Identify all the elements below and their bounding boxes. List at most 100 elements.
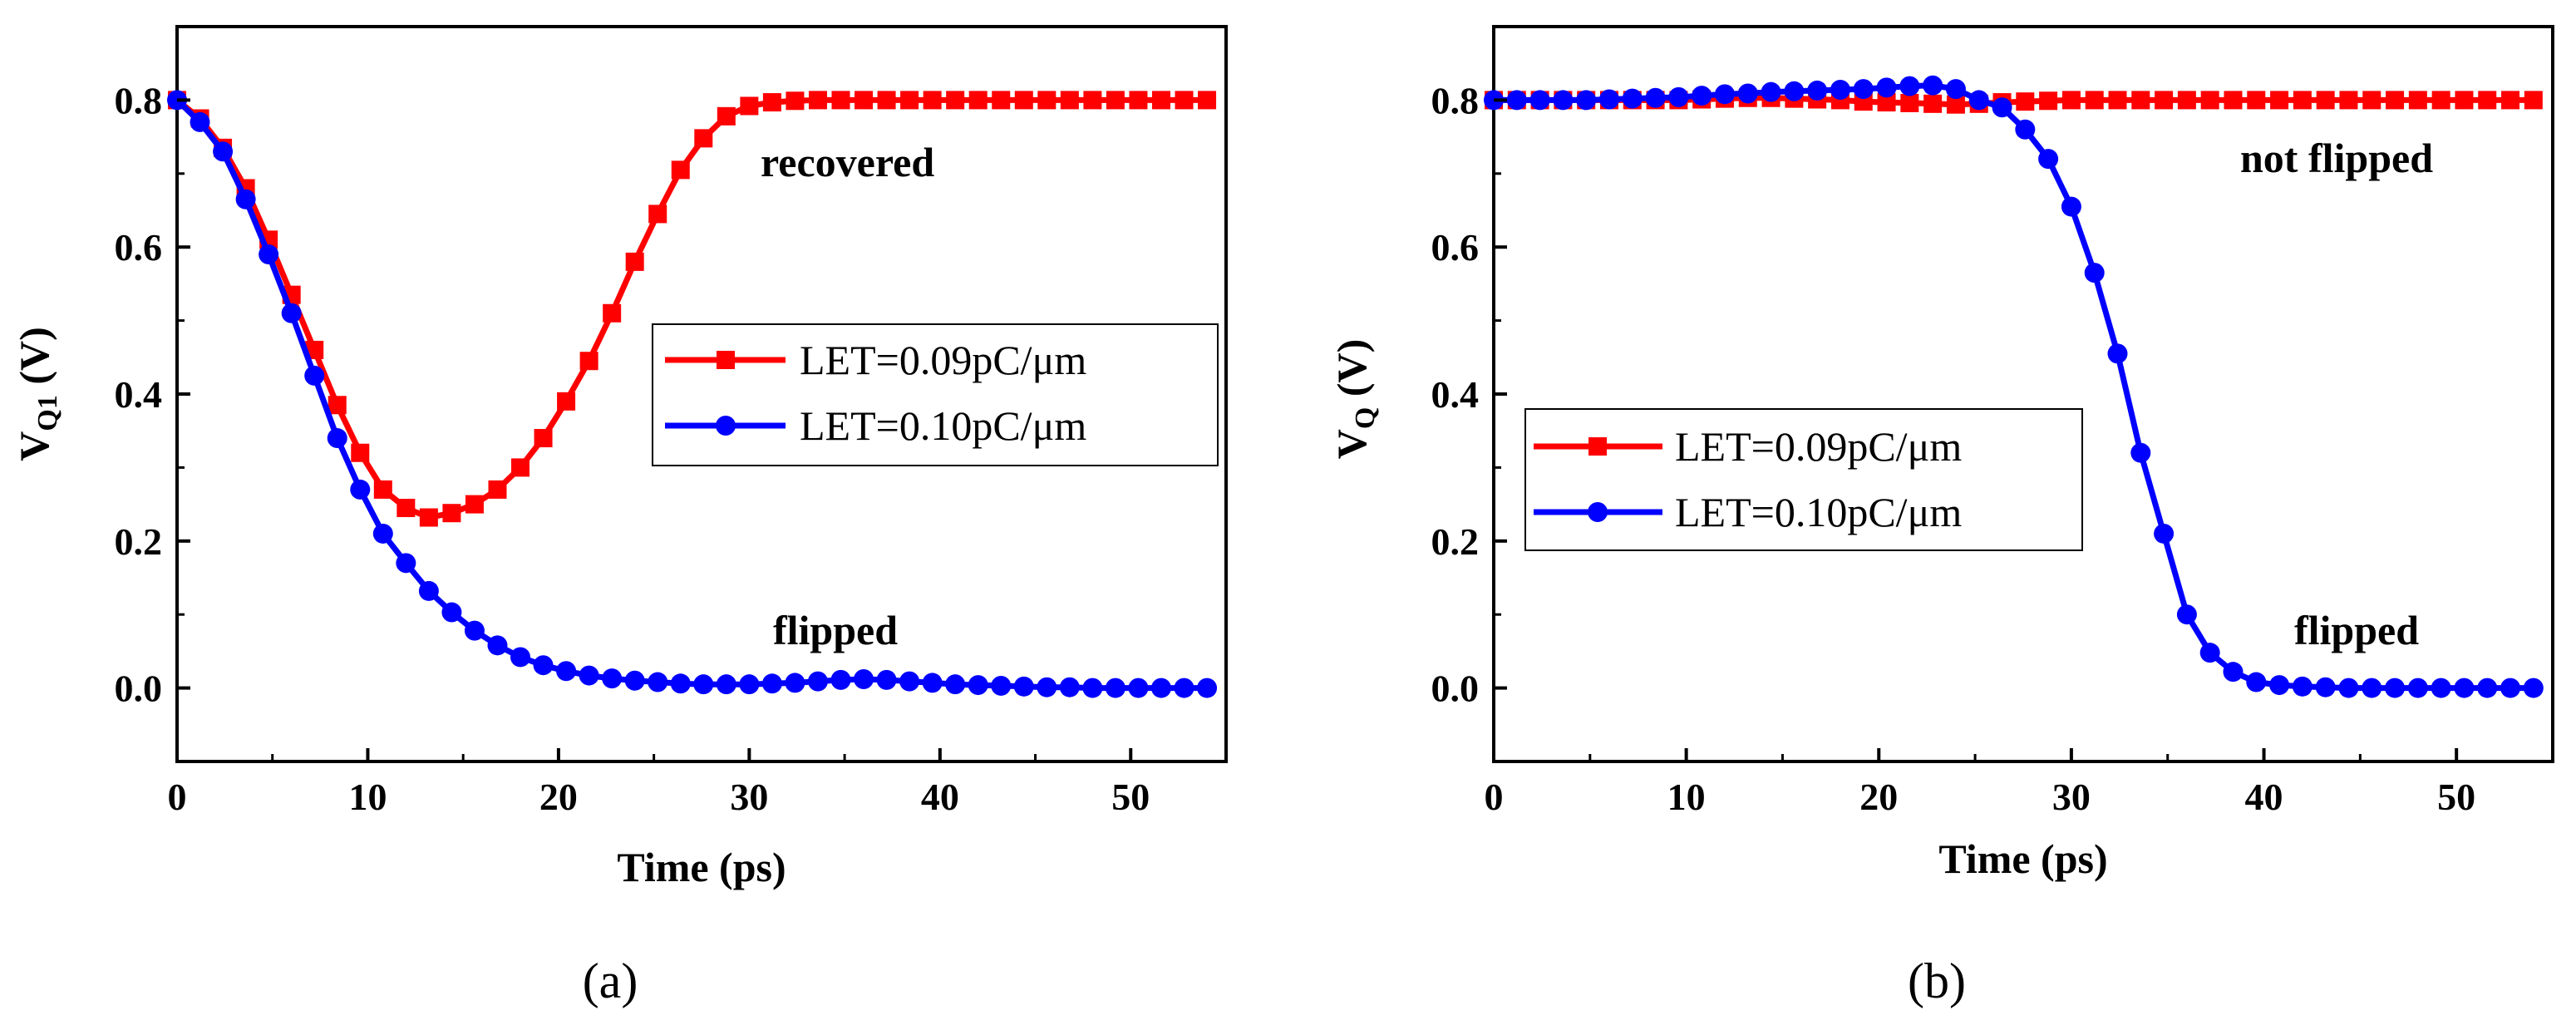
- x-tick-label: 50: [1111, 776, 1150, 818]
- data-point-s1: [2338, 678, 2359, 698]
- data-point-s0: [2224, 91, 2243, 110]
- data-point-s1: [1105, 678, 1125, 698]
- y-tick-label: 0.4: [115, 373, 163, 416]
- data-point-s0: [511, 458, 530, 477]
- data-point-s1: [2084, 263, 2105, 283]
- data-point-s1: [2362, 678, 2382, 698]
- x-tick-label: 20: [1859, 776, 1898, 818]
- data-point-s1: [624, 670, 645, 691]
- data-point-s1: [922, 673, 943, 693]
- data-point-s0: [855, 91, 874, 110]
- data-point-s1: [2292, 676, 2312, 697]
- data-point-s0: [968, 91, 988, 110]
- data-point-s1: [739, 674, 760, 695]
- data-point-s1: [1013, 676, 1034, 697]
- data-point-s1: [693, 674, 714, 695]
- legend-marker-0: [717, 351, 735, 369]
- data-point-s0: [762, 93, 781, 112]
- data-point-s1: [556, 661, 577, 682]
- x-axis-title: Time (ps): [1938, 835, 2107, 882]
- x-tick-label: 50: [2437, 776, 2475, 818]
- data-point-s1: [1576, 90, 1597, 111]
- data-point-s0: [2177, 91, 2196, 110]
- data-point-s1: [2176, 604, 2197, 625]
- data-point-s1: [648, 672, 668, 692]
- legend-marker-1: [716, 416, 736, 436]
- data-point-s1: [396, 553, 416, 574]
- data-point-s1: [1037, 677, 1057, 697]
- data-point-s1: [1598, 89, 1619, 110]
- legend: LET=0.09pC/μm LET=0.10pC/μm: [652, 323, 1219, 466]
- data-point-s1: [2454, 678, 2475, 698]
- data-point-s0: [305, 340, 324, 359]
- data-point-s1: [1059, 677, 1080, 697]
- data-point-s1: [899, 671, 920, 692]
- data-point-s1: [1174, 678, 1194, 698]
- data-point-s1: [235, 189, 256, 209]
- data-point-s0: [877, 91, 896, 110]
- data-point-s0: [694, 129, 713, 148]
- data-point-s0: [2108, 91, 2127, 110]
- data-point-s0: [625, 252, 644, 271]
- annotation-flipped: flipped: [773, 607, 898, 653]
- data-point-s1: [1082, 678, 1103, 698]
- data-point-s1: [281, 303, 302, 323]
- data-point-s1: [487, 635, 508, 656]
- legend-label-0: LET=0.09pC/μm: [1675, 423, 1962, 470]
- data-point-s0: [740, 96, 759, 116]
- data-point-s1: [2523, 678, 2544, 698]
- data-point-s1: [464, 620, 485, 641]
- data-point-s1: [1645, 87, 1666, 108]
- data-point-s0: [946, 91, 965, 110]
- x-tick-label: 10: [1667, 776, 1706, 818]
- data-point-s1: [876, 669, 897, 690]
- x-axis-ticks: 0 10 20 30 40 50: [1485, 748, 2475, 818]
- data-point-s1: [1830, 80, 1850, 101]
- data-point-s0: [1014, 91, 1033, 110]
- x-tick-label: 0: [168, 776, 187, 818]
- data-point-s0: [2386, 91, 2405, 110]
- y-axis-ticks: 0.0 0.2 0.4 0.6 0.8: [115, 25, 190, 763]
- data-point-s1: [213, 141, 234, 162]
- annotation-flipped: flipped: [2294, 607, 2419, 653]
- x-tick-label: 30: [2052, 776, 2091, 818]
- data-point-s0: [1900, 93, 1919, 112]
- annotation-not-flipped: not flipped: [2240, 135, 2433, 181]
- data-point-s1: [2315, 677, 2336, 697]
- data-point-s1: [2385, 678, 2406, 698]
- data-point-s1: [1622, 88, 1643, 109]
- data-point-s1: [1945, 79, 1966, 100]
- y-tick-label: 0.2: [1431, 520, 1480, 563]
- data-point-s0: [992, 91, 1011, 110]
- data-point-s1: [1992, 97, 2012, 118]
- data-point-s0: [1083, 91, 1102, 110]
- panel-b: 0 10 20 30 40 50 0.0 0.2 0.4 0.6 0.8 Time (ps) VQ…: [1328, 25, 2554, 1008]
- data-point-s0: [1175, 91, 1194, 110]
- data-point-s0: [488, 480, 507, 499]
- data-point-s0: [1060, 91, 1079, 110]
- annotation-recovered: recovered: [761, 139, 934, 185]
- data-point-s0: [923, 91, 942, 110]
- data-point-s1: [2199, 643, 2220, 663]
- data-point-s0: [2478, 91, 2497, 110]
- data-point-s1: [1807, 80, 1828, 101]
- data-point-s0: [2016, 92, 2035, 111]
- data-point-s1: [1529, 90, 1550, 111]
- legend-marker-1: [1588, 502, 1608, 522]
- legend-box: [652, 323, 1219, 466]
- data-point-s0: [557, 392, 576, 411]
- y-axis-title-main: V: [11, 431, 57, 461]
- x-tick-label: 20: [539, 776, 578, 818]
- data-point-s0: [2339, 91, 2358, 110]
- y-axis-ticks: 0.0 0.2 0.4 0.6 0.8: [1431, 25, 1507, 763]
- x-tick-label: 30: [730, 776, 768, 818]
- data-point-s0: [2293, 91, 2312, 110]
- y-tick-label: 0.2: [115, 520, 163, 563]
- data-point-s0: [1877, 93, 1896, 112]
- data-point-s0: [2501, 91, 2520, 110]
- data-point-s1: [2269, 675, 2290, 696]
- data-point-s0: [786, 91, 805, 111]
- y-tick-label: 0.8: [115, 79, 163, 121]
- data-point-s0: [831, 91, 850, 110]
- data-point-s0: [351, 443, 370, 462]
